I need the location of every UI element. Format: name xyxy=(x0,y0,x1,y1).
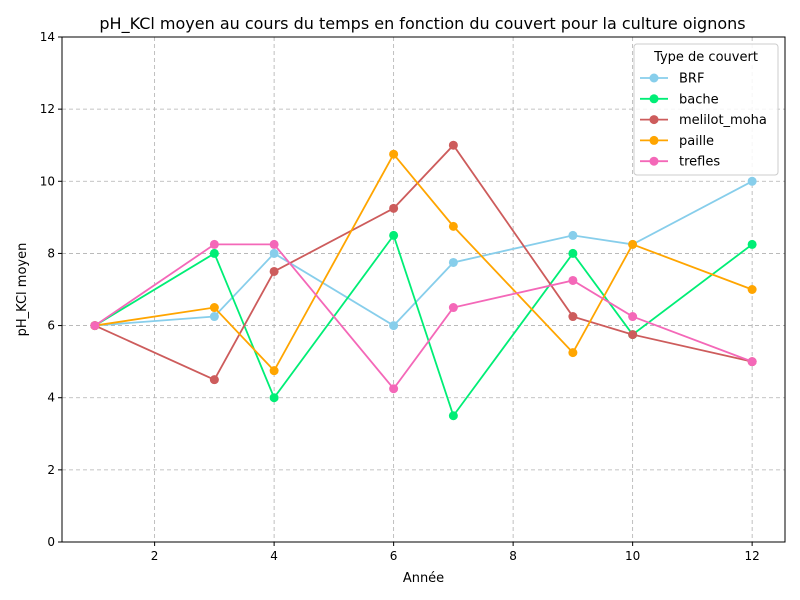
legend-item: melilot_moha xyxy=(640,113,767,128)
series-line xyxy=(94,233,753,418)
x-tick-label: 12 xyxy=(744,549,759,563)
x-axis: 2 4 6 8 10 12 xyxy=(151,542,760,563)
data-point xyxy=(628,239,638,249)
y-tick-label: 2 xyxy=(47,463,55,477)
legend-label: BRF xyxy=(679,72,704,87)
data-point xyxy=(209,239,219,249)
legend-title: Type de couvert xyxy=(653,50,758,65)
data-point xyxy=(747,285,757,294)
data-point xyxy=(269,266,279,276)
data-point xyxy=(269,393,279,403)
data-point xyxy=(209,303,219,313)
legend-label: melilot_moha xyxy=(679,113,767,128)
legend-item: BRF xyxy=(640,72,704,87)
chart-title: pH_KCl moyen au cours du temps en foncti… xyxy=(99,14,745,34)
legend-swatch-marker xyxy=(649,135,659,145)
legend-item: trefles xyxy=(640,155,720,170)
data-point xyxy=(568,230,578,240)
data-point xyxy=(568,312,578,322)
data-point xyxy=(568,275,578,285)
series-line xyxy=(94,143,753,381)
x-tick-label: 8 xyxy=(509,549,517,563)
data-point xyxy=(448,303,458,313)
data-point xyxy=(209,248,219,258)
data-point xyxy=(269,239,279,249)
data-point xyxy=(628,312,638,322)
y-axis-title: pH_KCl moyen xyxy=(15,243,30,337)
data-point xyxy=(747,176,757,186)
series-layer xyxy=(90,140,757,421)
y-tick-label: 0 xyxy=(47,535,55,549)
legend-label: bache xyxy=(679,92,719,107)
x-tick-label: 4 xyxy=(270,549,278,563)
data-point xyxy=(389,384,399,394)
data-point xyxy=(209,312,219,322)
legend-swatch-marker xyxy=(649,94,659,104)
data-point xyxy=(389,203,399,213)
data-point xyxy=(568,348,578,358)
legend-swatch-marker xyxy=(649,115,659,125)
y-tick-label: 14 xyxy=(40,30,55,44)
legend-swatch-marker xyxy=(649,156,659,166)
legend-swatch-marker xyxy=(649,73,659,83)
legend-label: trefles xyxy=(679,155,720,170)
y-tick-label: 12 xyxy=(40,102,55,116)
data-point xyxy=(747,239,757,249)
x-tick-label: 6 xyxy=(390,549,398,563)
y-tick-label: 10 xyxy=(40,174,55,188)
y-axis: 0 2 4 6 8 10 12 14 xyxy=(40,30,62,549)
plot-frame xyxy=(61,36,786,543)
data-point xyxy=(389,230,399,240)
data-point xyxy=(448,221,458,231)
series-trefles xyxy=(90,239,757,394)
x-tick-label: 10 xyxy=(625,549,640,563)
data-point xyxy=(389,149,399,159)
y-tick-label: 6 xyxy=(47,319,55,333)
legend: Type de couvert BRF bache melilot_mohapail… xyxy=(633,43,779,176)
data-point xyxy=(209,375,219,385)
legend-label: paille xyxy=(679,134,714,149)
data-point xyxy=(389,321,399,331)
x-tick-label: 2 xyxy=(151,549,159,563)
series-line xyxy=(94,243,753,391)
y-tick-label: 8 xyxy=(47,246,55,260)
series-paille xyxy=(90,149,757,376)
series-bache xyxy=(90,230,757,421)
data-point xyxy=(90,321,100,331)
series-line xyxy=(94,152,753,373)
series-line xyxy=(94,180,753,327)
legend-box xyxy=(633,43,779,176)
data-point xyxy=(568,248,578,258)
data-point xyxy=(448,140,458,150)
legend-item: paille xyxy=(640,134,714,149)
x-axis-title: Année xyxy=(403,571,444,586)
data-point xyxy=(747,357,757,367)
data-point xyxy=(448,411,458,421)
data-point xyxy=(628,330,638,340)
data-point xyxy=(269,366,279,376)
legend-item: bache xyxy=(640,92,719,107)
y-tick-label: 4 xyxy=(47,391,55,405)
data-point xyxy=(448,257,458,267)
data-point xyxy=(269,248,279,258)
